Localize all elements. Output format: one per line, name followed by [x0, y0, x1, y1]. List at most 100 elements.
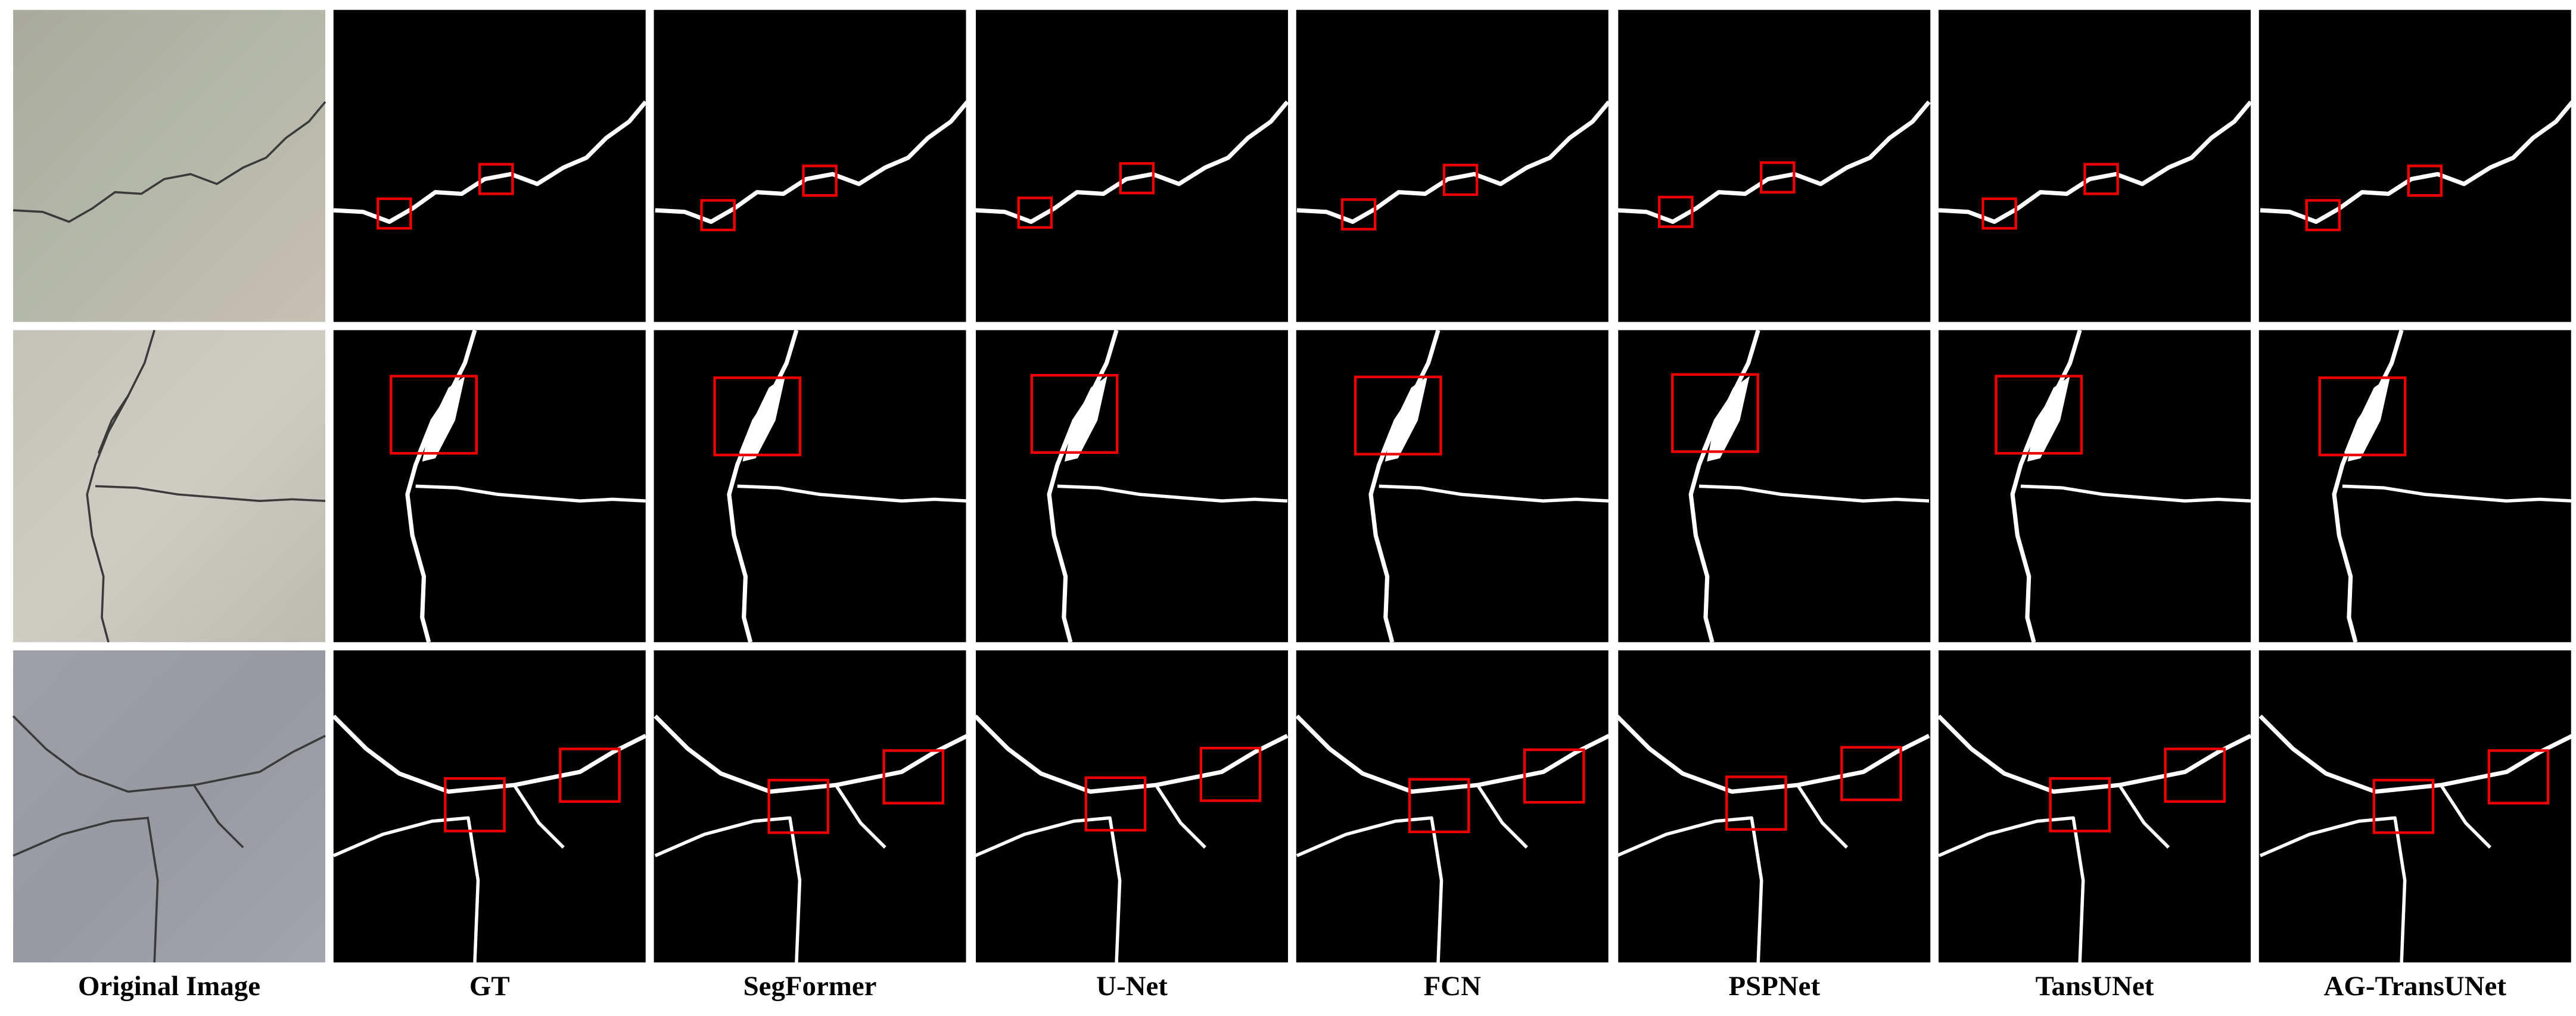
crack-mask: [1295, 714, 1610, 794]
mask-background: [333, 650, 646, 963]
crack: [12, 715, 326, 793]
highlight-box: [1725, 775, 1787, 831]
crack-blob: [742, 376, 786, 462]
crack-blob: [1385, 376, 1428, 462]
segmentation-mask: [1618, 329, 1931, 643]
highlight-box: [1995, 375, 2083, 455]
highlight-box: [559, 747, 621, 803]
mask-background: [333, 330, 646, 643]
segmentation-mask: [1938, 10, 2253, 322]
crack-mask: [1368, 329, 1441, 643]
highlight-box: [713, 376, 802, 457]
segmentation-mask: [1616, 10, 1931, 322]
segmentation-mask: [1939, 329, 2251, 643]
highlight-box: [377, 197, 412, 230]
crack-mask: [1796, 784, 1849, 849]
highlight-box: [1119, 162, 1155, 195]
original-image: [13, 329, 326, 643]
crack-mask: [1937, 816, 2085, 963]
mask-background: [1618, 330, 1931, 643]
crack-mask: [654, 714, 969, 794]
segmentation-mask: [1296, 10, 1611, 322]
highlight-box: [767, 778, 830, 834]
crack-mask: [1698, 484, 1930, 503]
highlight-box: [2164, 747, 2226, 803]
mask-background: [976, 330, 1288, 643]
column-label: FCN: [1424, 971, 1481, 1002]
crack-mask: [1688, 329, 1760, 643]
highlight-box: [1671, 373, 1759, 453]
segmentation-mask: [1295, 650, 1610, 963]
crack-mask: [834, 784, 886, 849]
mask-background: [1296, 330, 1609, 643]
crack: [192, 784, 244, 849]
highlight-box: [2487, 749, 2550, 805]
segmentation-mask: [2258, 329, 2573, 643]
column-label: Original Image: [78, 971, 260, 1002]
highlight-box: [444, 777, 506, 833]
highlight-box: [1084, 776, 1147, 832]
highlight-box: [1340, 198, 1377, 230]
highlight-box: [2083, 163, 2119, 195]
crack: [95, 485, 326, 502]
crack: [97, 395, 129, 454]
crack-blob: [1707, 376, 1750, 462]
crack-blob: [1064, 376, 1107, 462]
crack-mask: [2258, 714, 2574, 794]
highlight-box: [478, 163, 514, 195]
segmentation-mask: [2258, 650, 2574, 963]
crack-mask: [415, 484, 646, 503]
crack-mask: [1938, 100, 2253, 224]
highlight-box: [2407, 164, 2443, 197]
crack-mask: [2010, 329, 2082, 643]
segmentation-mask: [654, 10, 969, 322]
crack-mask: [1379, 484, 1609, 503]
highlight-box: [1523, 748, 1585, 804]
crack-mask: [512, 784, 565, 849]
crack-mask: [332, 816, 480, 963]
mask-background: [1296, 650, 1609, 963]
crack-mask: [974, 816, 1122, 963]
photo-background: [13, 330, 326, 643]
segmentation-mask: [654, 650, 969, 963]
highlight-box: [2372, 778, 2435, 834]
highlight-box: [1030, 373, 1119, 454]
segmentation-mask: [333, 329, 646, 643]
mask-background: [976, 10, 1288, 322]
highlight-box: [2049, 777, 2111, 833]
crack-mask: [1296, 816, 1443, 963]
highlight-box: [802, 164, 838, 197]
mask-background: [2258, 650, 2571, 963]
segmentation-mask: [332, 650, 647, 963]
crack-blob: [2347, 376, 2391, 462]
column-label: GT: [469, 971, 510, 1002]
crack: [13, 816, 159, 963]
crack-mask: [405, 329, 477, 643]
highlight-box: [2305, 199, 2341, 232]
crack-blob: [2027, 376, 2070, 462]
crack-mask: [333, 100, 648, 224]
crack-mask: [332, 714, 647, 794]
mask-background: [1939, 650, 2251, 963]
crack-mask: [2118, 784, 2170, 849]
mask-background: [2258, 330, 2571, 643]
crack-mask: [1937, 714, 2252, 794]
highlight-box: [1199, 746, 1262, 802]
highlight-box: [390, 375, 478, 455]
segmentation-mask: [654, 329, 967, 643]
column-label: AG-TransUNet: [2324, 971, 2507, 1002]
crack-mask: [737, 484, 967, 503]
highlight-box: [1658, 195, 1694, 228]
highlight-box: [1408, 778, 1470, 834]
photo-background: [13, 650, 326, 963]
highlight-box: [1442, 163, 1479, 197]
crack-mask: [1057, 484, 1288, 503]
mask-background: [976, 650, 1288, 963]
crack-mask: [654, 816, 802, 963]
segmentation-mask: [976, 329, 1288, 643]
crack-mask: [2259, 816, 2407, 963]
crack-mask: [1047, 329, 1119, 643]
photo-background: [13, 10, 326, 322]
original-image: [13, 10, 326, 322]
